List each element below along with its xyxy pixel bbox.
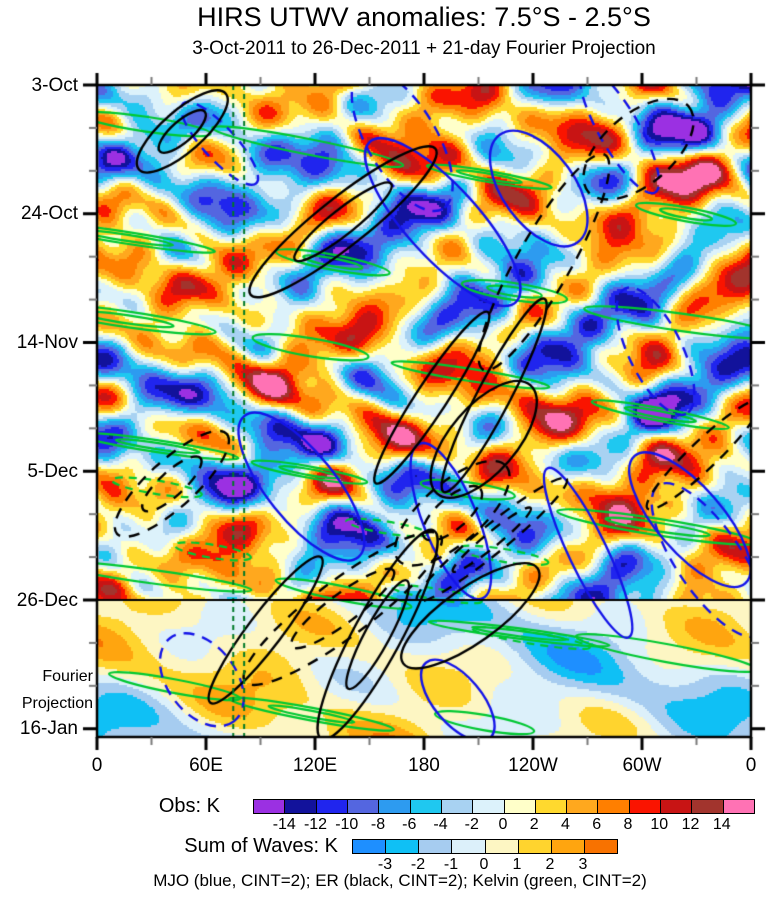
colorbar-segment (584, 840, 617, 853)
colorbar-tick-label: 10 (650, 816, 669, 833)
colorbar-segment (316, 800, 348, 813)
colorbar-tick-label: 6 (592, 816, 602, 833)
fourier-projection-label-line1: Fourier (42, 668, 93, 685)
x-tick-label: 0 (745, 755, 757, 776)
colorbar-segment (692, 800, 724, 813)
colorbar-tick-label: 2 (529, 816, 539, 833)
colorbar-segment (441, 800, 474, 813)
fourier-projection-label-line2: Projection (21, 695, 93, 712)
colorbar-segment (379, 800, 411, 813)
waves-colorbar (352, 839, 618, 854)
colorbar-segment (386, 840, 420, 853)
colorbar-tick-label: -1 (443, 856, 459, 873)
x-tick-label: 180 (408, 755, 440, 776)
colorbar-tick-label: -14 (272, 816, 296, 833)
obs-colorbar-label: Obs: K (158, 795, 220, 817)
colorbar-tick-label: -10 (335, 816, 359, 833)
colorbar-tick-label: -12 (303, 816, 328, 833)
colorbar-tick-label: 2 (545, 856, 555, 873)
colorbar-segment (629, 800, 662, 813)
colorbar-segment (410, 800, 442, 813)
colorbar-segment (347, 800, 380, 813)
colorbar-tick-label: 12 (681, 816, 700, 833)
colorbar-tick-label: -4 (433, 816, 448, 833)
colorbar-segment (598, 800, 630, 813)
y-tick-label: 14-Nov (16, 332, 78, 353)
y-tick-label: 26-Dec (16, 589, 78, 611)
contour-legend-caption: MJO (blue, CINT=2); ER (black, CINT=2); … (153, 871, 647, 890)
colorbar-tick-label: 4 (561, 816, 570, 833)
colorbar-segment (504, 800, 536, 813)
hovmoller-plot-canvas (0, 0, 771, 790)
x-tick-label: 0 (91, 755, 103, 776)
colorbar-tick-label: -6 (402, 816, 417, 833)
colorbar-segment (661, 800, 693, 813)
colorbar-segment (518, 840, 552, 853)
colorbar-segment (551, 840, 585, 853)
colorbar-segment (353, 840, 387, 853)
colorbar-tick-label: 14 (712, 816, 731, 833)
colorbar-tick-label: 0 (479, 856, 489, 873)
waves-colorbar-label: Sum of Waves: K (184, 835, 338, 857)
chart-subtitle: 3-Oct-2011 to 26-Dec-2011 + 21-day Fouri… (192, 38, 656, 59)
y-tick-label: 3-Oct (31, 74, 78, 96)
colorbar-tick-label: 1 (512, 856, 522, 873)
colorbar-segment (473, 800, 505, 813)
y-tick-label: 24-Oct (20, 203, 78, 225)
colorbar-tick-label: -2 (464, 816, 479, 833)
colorbar-segment (535, 800, 568, 813)
colorbar-tick-label: 8 (623, 816, 633, 833)
colorbar-segment (452, 840, 486, 853)
colorbar-segment (723, 800, 754, 813)
x-tick-label: 60E (189, 755, 223, 776)
colorbar-tick-label: 3 (578, 856, 588, 873)
x-tick-label: 120E (292, 755, 338, 776)
chart-title: HIRS UTWV anomalies: 7.5°S - 2.5°S (197, 2, 651, 32)
y-tick-label: 16-Jan (19, 718, 78, 740)
colorbar-segment (567, 800, 599, 813)
colorbar-segment (254, 800, 286, 813)
colorbar-segment (419, 840, 453, 853)
colorbar-tick-label: -8 (370, 816, 386, 833)
obs-colorbar (253, 799, 755, 814)
colorbar-segment (485, 840, 519, 853)
colorbar-tick-label: 0 (498, 816, 508, 833)
x-tick-label: 60W (622, 755, 662, 776)
colorbar-tick-label: -2 (410, 856, 426, 873)
x-tick-label: 120W (508, 755, 558, 776)
colorbar-segment (285, 800, 317, 813)
y-tick-label: 5-Dec (27, 460, 78, 482)
colorbar-tick-label: -3 (377, 856, 393, 873)
